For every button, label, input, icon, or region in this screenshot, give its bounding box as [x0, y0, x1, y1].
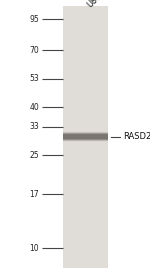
Bar [63, 138, 108, 141]
Text: 17: 17 [29, 190, 39, 199]
Text: 70: 70 [29, 46, 39, 55]
Bar [63, 137, 108, 140]
Bar [63, 137, 108, 139]
Bar [63, 7, 108, 269]
Bar [63, 135, 108, 138]
Bar [63, 133, 108, 136]
Bar [63, 134, 108, 137]
Text: 10: 10 [29, 244, 39, 253]
Text: 53: 53 [29, 74, 39, 83]
Bar [63, 133, 108, 135]
Bar [63, 134, 108, 136]
Bar [63, 135, 108, 137]
Bar [63, 139, 108, 141]
Text: U87MG: U87MG [85, 0, 112, 9]
Text: RASD2: RASD2 [123, 132, 150, 141]
Text: 33: 33 [29, 122, 39, 131]
Bar [63, 131, 108, 134]
Bar [63, 136, 108, 138]
Text: 95: 95 [29, 15, 39, 24]
Bar [63, 133, 108, 135]
Bar [63, 133, 108, 136]
Bar [63, 137, 108, 140]
Bar [63, 136, 108, 138]
Bar [63, 134, 108, 136]
Text: 40: 40 [29, 103, 39, 112]
Bar [63, 132, 108, 135]
Bar [63, 138, 108, 141]
Bar [63, 136, 108, 139]
Bar [63, 138, 108, 140]
Bar [63, 135, 108, 137]
Bar [63, 136, 108, 138]
Bar [63, 134, 108, 137]
Bar [63, 137, 108, 140]
Bar [63, 138, 108, 141]
Bar [63, 132, 108, 134]
Bar [63, 132, 108, 134]
Bar [63, 139, 108, 142]
Bar [63, 139, 108, 142]
Text: 25: 25 [29, 151, 39, 160]
